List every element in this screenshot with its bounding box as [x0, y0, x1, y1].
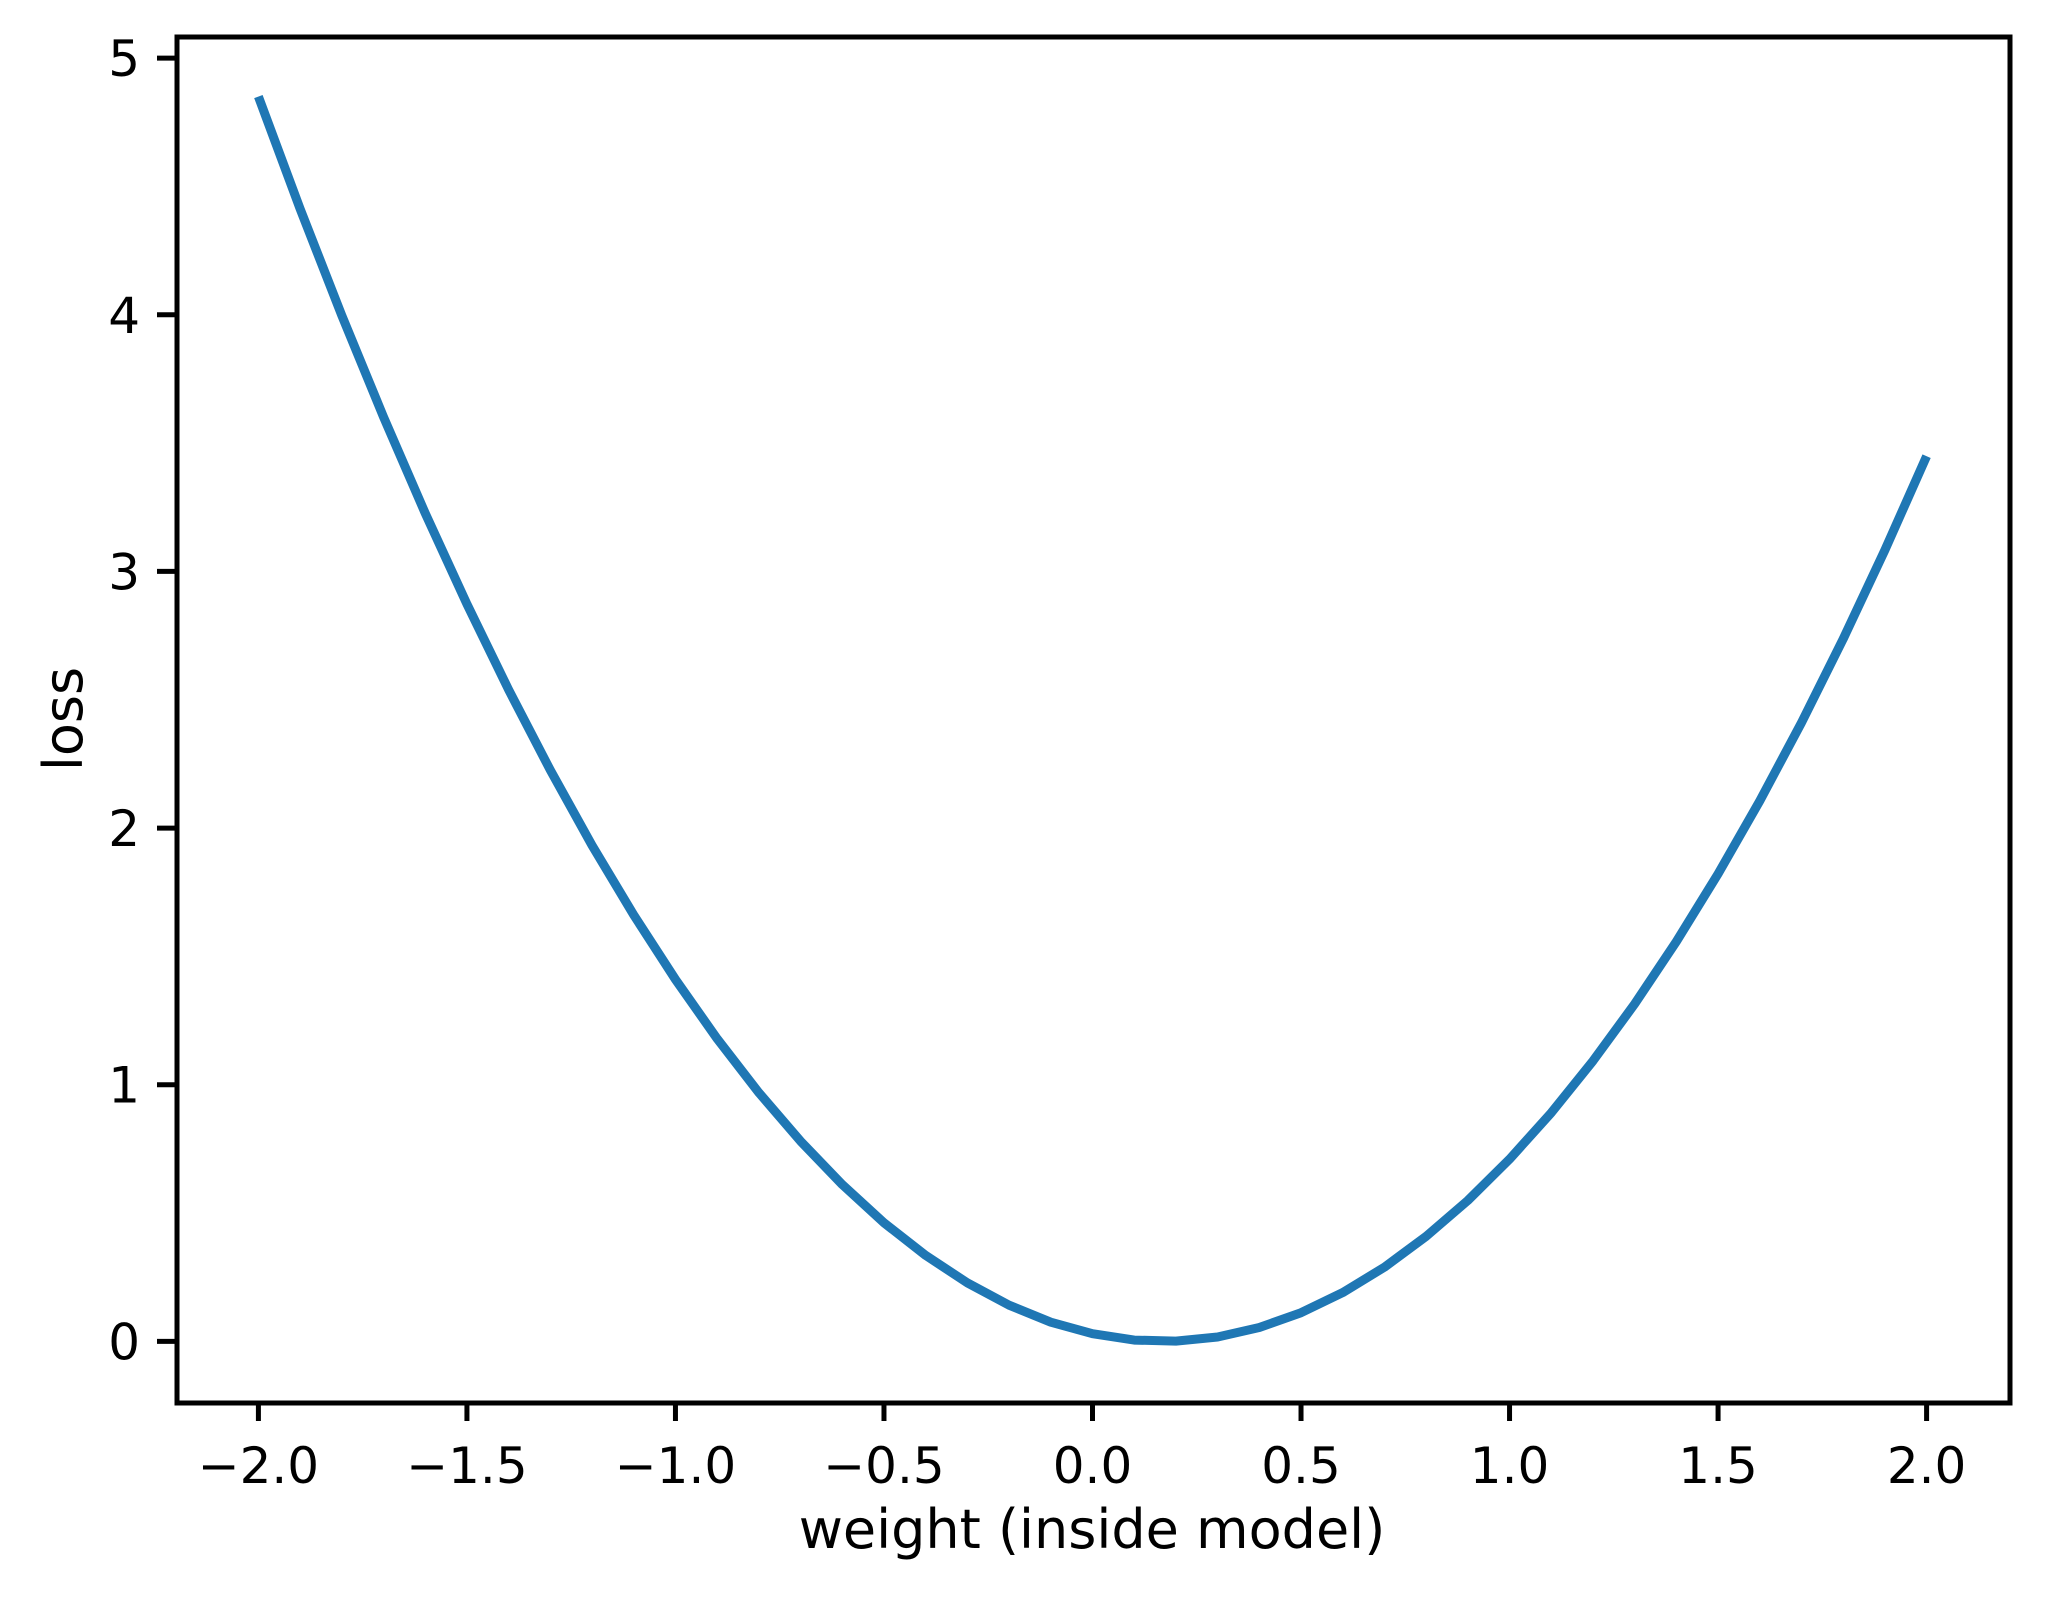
y-tick-label: 5: [108, 30, 140, 88]
x-tick-label: 0.5: [1261, 1437, 1341, 1495]
x-tick-label: 0.0: [1053, 1437, 1133, 1495]
loss-curve: [254, 95, 1931, 1346]
y-tick-label: 3: [108, 543, 140, 601]
x-tick-label: −1.0: [615, 1437, 736, 1495]
x-axis-label: weight (inside model): [799, 1498, 1386, 1561]
x-axis-ticks: −2.0 −1.5 −1.0 −0.5 0.0 0.5 1.0 1.5 2.0: [198, 1403, 1967, 1495]
x-tick-label: −1.5: [406, 1437, 527, 1495]
y-axis-ticks: 0 1 2 3 4 5: [108, 30, 175, 1371]
y-tick-label: 1: [108, 1057, 140, 1115]
y-tick-label: 4: [108, 287, 140, 345]
y-tick-label: 0: [108, 1313, 140, 1371]
axes-frame: [174, 34, 2013, 1406]
x-tick-label: −0.5: [823, 1437, 944, 1495]
y-tick-label: 2: [108, 800, 140, 858]
x-tick-label: 1.5: [1678, 1437, 1758, 1495]
x-tick-label: −2.0: [198, 1437, 319, 1495]
x-tick-label: 2.0: [1887, 1437, 1967, 1495]
y-axis-label: loss: [32, 667, 95, 771]
x-tick-label: 1.0: [1470, 1437, 1550, 1495]
